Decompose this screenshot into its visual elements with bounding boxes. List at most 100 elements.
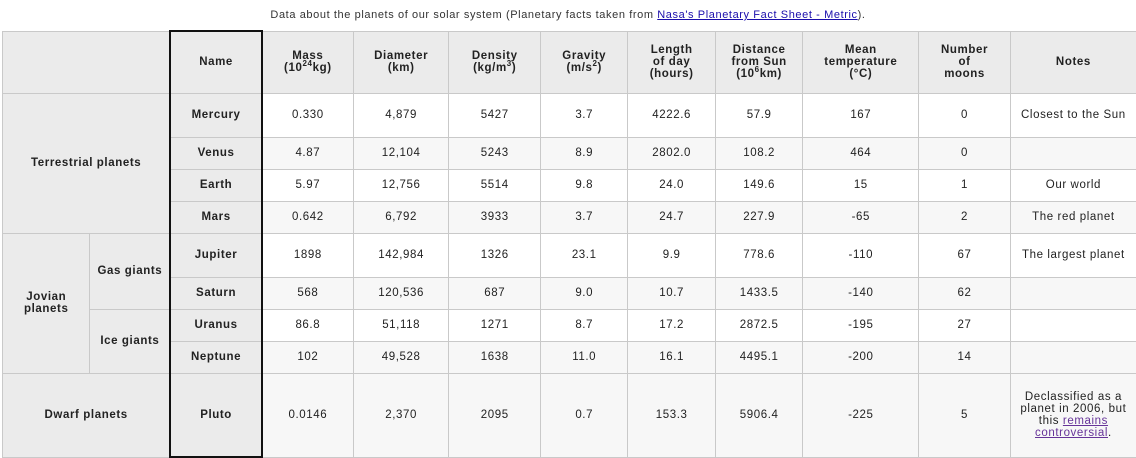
header-gravity-unit: (m/s [566, 62, 592, 74]
table-row: Mars 0.642 6,792 3933 3.7 24.7 227.9 -65… [3, 201, 1136, 233]
table-caption: Data about the planets of our solar syst… [0, 0, 1136, 30]
cell-notes [1010, 137, 1136, 169]
cell-notes: Closest to the Sun [1010, 93, 1136, 137]
cell-diameter: 142,984 [353, 233, 449, 277]
header-mass-exp: 24 [302, 59, 312, 68]
cell-gravity: 8.7 [540, 309, 627, 341]
header-gravity-label: Gravity [562, 50, 606, 62]
cell-diameter: 51,118 [353, 309, 449, 341]
cell-notes: The largest planet [1010, 233, 1136, 277]
cell-density: 1271 [449, 309, 541, 341]
cell-mass: 0.330 [262, 93, 354, 137]
header-name: Name [170, 31, 262, 93]
cell-diameter: 2,370 [353, 373, 449, 457]
cell-gravity: 3.7 [540, 201, 627, 233]
cell-density: 1638 [449, 341, 541, 373]
header-diameter: Diameter(km) [353, 31, 449, 93]
cell-diameter: 12,104 [353, 137, 449, 169]
cell-day-length: 24.7 [628, 201, 715, 233]
cell-diameter: 6,792 [353, 201, 449, 233]
group-gas-giants: Gas giants [90, 233, 170, 309]
table-row: Jovian planets Gas giants Jupiter 1898 1… [3, 233, 1136, 277]
cell-mass: 86.8 [262, 309, 354, 341]
cell-distance: 4495.1 [715, 341, 802, 373]
cell-diameter: 12,756 [353, 169, 449, 201]
table-row: Neptune 102 49,528 1638 11.0 16.1 4495.1… [3, 341, 1136, 373]
caption-text: Data about the planets of our solar syst… [270, 9, 657, 21]
table-row: Saturn 568 120,536 687 9.0 10.7 1433.5 -… [3, 277, 1136, 309]
cell-gravity: 0.7 [540, 373, 627, 457]
cell-gravity: 9.0 [540, 277, 627, 309]
header-diameter-unit: (km) [388, 62, 415, 74]
cell-temperature: -65 [803, 201, 919, 233]
cell-day-length: 16.1 [628, 341, 715, 373]
header-dist-unit-end: km) [760, 68, 782, 80]
cell-day-length: 153.3 [628, 373, 715, 457]
cell-distance: 5906.4 [715, 373, 802, 457]
cell-distance: 227.9 [715, 201, 802, 233]
cell-notes [1010, 309, 1136, 341]
cell-mass: 568 [262, 277, 354, 309]
cell-temperature: 464 [803, 137, 919, 169]
cell-day-length: 2802.0 [628, 137, 715, 169]
header-mass: Mass(1024kg) [262, 31, 354, 93]
cell-diameter: 120,536 [353, 277, 449, 309]
planet-name: Venus [170, 137, 262, 169]
header-dist-l1: Distance [733, 44, 786, 56]
planet-name: Saturn [170, 277, 262, 309]
table-row: Earth 5.97 12,756 5514 9.8 24.0 149.6 15… [3, 169, 1136, 201]
cell-diameter: 4,879 [353, 93, 449, 137]
header-gravity-unit-end: ) [598, 62, 602, 74]
cell-temperature: -225 [803, 373, 919, 457]
cell-moons: 0 [919, 93, 1011, 137]
cell-density: 2095 [449, 373, 541, 457]
cell-moons: 1 [919, 169, 1011, 201]
planet-name: Neptune [170, 341, 262, 373]
cell-moons: 14 [919, 341, 1011, 373]
table-row: Terrestrial planets Mercury 0.330 4,879 … [3, 93, 1136, 137]
header-diameter-label: Diameter [374, 50, 428, 62]
cell-gravity: 23.1 [540, 233, 627, 277]
cell-notes: Our world [1010, 169, 1136, 201]
cell-moons: 2 [919, 201, 1011, 233]
group-ice-giants: Ice giants [90, 309, 170, 373]
cell-density: 5243 [449, 137, 541, 169]
cell-mass: 0.0146 [262, 373, 354, 457]
planets-table: Name Mass(1024kg) Diameter(km) Density(k… [2, 30, 1136, 458]
cell-day-length: 4222.6 [628, 93, 715, 137]
cell-temperature: 15 [803, 169, 919, 201]
cell-temperature: -195 [803, 309, 919, 341]
fact-sheet-link[interactable]: Nasa's Planetary Fact Sheet - Metric [657, 9, 857, 21]
cell-moons: 67 [919, 233, 1011, 277]
cell-gravity: 8.9 [540, 137, 627, 169]
header-density: Density(kg/m3) [449, 31, 541, 93]
cell-gravity: 9.8 [540, 169, 627, 201]
cell-notes: The red planet [1010, 201, 1136, 233]
header-mass-unit-end: kg) [313, 62, 332, 74]
group-jovian: Jovian planets [3, 233, 90, 373]
cell-mass: 4.87 [262, 137, 354, 169]
header-notes: Notes [1010, 31, 1136, 93]
header-row: Name Mass(1024kg) Diameter(km) Density(k… [3, 31, 1136, 93]
header-density-unit-end: ) [512, 62, 516, 74]
cell-density: 3933 [449, 201, 541, 233]
cell-moons: 27 [919, 309, 1011, 341]
cell-temperature: 167 [803, 93, 919, 137]
cell-mass: 0.642 [262, 201, 354, 233]
header-temp-l3: (°C) [849, 68, 872, 80]
planet-name: Uranus [170, 309, 262, 341]
cell-temperature: -110 [803, 233, 919, 277]
cell-mass: 1898 [262, 233, 354, 277]
cell-temperature: -140 [803, 277, 919, 309]
header-moons-l2: of [959, 56, 971, 68]
planet-name: Mercury [170, 93, 262, 137]
header-temp-l1: Mean [845, 44, 877, 56]
planet-name: Pluto [170, 373, 262, 457]
planet-name: Jupiter [170, 233, 262, 277]
header-temp-l2: temperature [824, 56, 897, 68]
group-dwarf: Dwarf planets [3, 373, 171, 457]
